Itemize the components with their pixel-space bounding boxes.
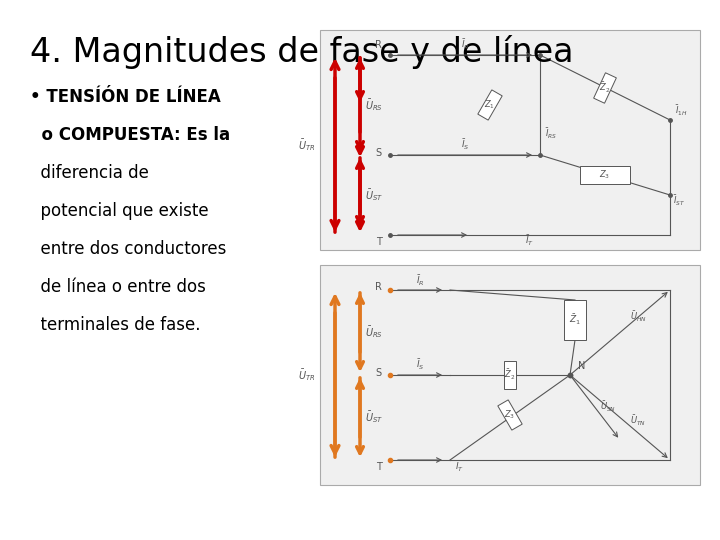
Text: $Z_1$: $Z_1$ <box>485 99 495 111</box>
Bar <box>504 361 516 389</box>
Text: $Z_3$: $Z_3$ <box>599 168 611 181</box>
Text: $\bar{U}_{ST}$: $\bar{U}_{ST}$ <box>365 409 383 426</box>
Text: $\bar{U}_{HN}$: $\bar{U}_{HN}$ <box>629 309 647 323</box>
Text: $\bar{U}_{SN}$: $\bar{U}_{SN}$ <box>600 399 616 414</box>
Text: $\bar{I}_{RS}$: $\bar{I}_{RS}$ <box>545 127 557 141</box>
Text: diferencia de: diferencia de <box>30 164 149 182</box>
Text: $\bar{I}_R$: $\bar{I}_R$ <box>461 38 469 52</box>
Text: entre dos conductores: entre dos conductores <box>30 240 226 258</box>
Text: $\bar{U}_{RS}$: $\bar{U}_{RS}$ <box>365 325 383 340</box>
Text: $\bar{U}_{TN}$: $\bar{U}_{TN}$ <box>630 414 646 429</box>
Text: $\bar{U}_{ST}$: $\bar{U}_{ST}$ <box>365 187 383 203</box>
Text: $\bar{U}_{TR}$: $\bar{U}_{TR}$ <box>297 137 315 153</box>
Text: $\bar{I}_T$: $\bar{I}_T$ <box>526 234 534 248</box>
Text: terminales de fase.: terminales de fase. <box>30 316 200 334</box>
Bar <box>320 265 700 485</box>
Text: $\bar{Z}_2$: $\bar{Z}_2$ <box>505 368 516 382</box>
Text: de línea o entre dos: de línea o entre dos <box>30 278 206 296</box>
Text: 4. Magnitudes de fase y de línea: 4. Magnitudes de fase y de línea <box>30 35 574 69</box>
Bar <box>498 400 522 430</box>
Text: $\bar{I}_T$: $\bar{I}_T$ <box>456 459 464 474</box>
Text: $\bar{Z}_1$: $\bar{Z}_1$ <box>569 313 581 327</box>
Text: $\bar{Z}_2$: $\bar{Z}_2$ <box>600 81 611 95</box>
Text: R: R <box>375 40 382 50</box>
Text: S: S <box>376 148 382 158</box>
Text: $\bar{I}_S$: $\bar{I}_S$ <box>461 138 469 152</box>
Bar <box>564 300 586 340</box>
Bar <box>478 90 502 120</box>
Text: T: T <box>376 237 382 247</box>
Text: $\bar{U}_{TR}$: $\bar{U}_{TR}$ <box>297 367 315 383</box>
Text: $\bar{I}_R$: $\bar{I}_R$ <box>415 273 424 287</box>
Text: T: T <box>376 462 382 472</box>
Text: • TENSÍÓN DE LÍNEA: • TENSÍÓN DE LÍNEA <box>30 88 221 106</box>
Text: S: S <box>376 368 382 378</box>
Text: $Z_3$: $Z_3$ <box>505 409 516 421</box>
Bar <box>320 30 700 250</box>
Bar <box>580 166 630 184</box>
Text: potencial que existe: potencial que existe <box>30 202 209 220</box>
Text: o COMPUESTA: Es la: o COMPUESTA: Es la <box>30 126 230 144</box>
Text: R: R <box>375 282 382 292</box>
Bar <box>594 73 616 103</box>
Text: N: N <box>578 361 585 371</box>
Text: $\bar{I}_S$: $\bar{I}_S$ <box>415 358 424 373</box>
Text: $\bar{I}_{ST}$: $\bar{I}_{ST}$ <box>673 194 685 208</box>
Text: $\bar{I}_{1H}$: $\bar{I}_{1H}$ <box>675 104 688 118</box>
Text: $\bar{U}_{RS}$: $\bar{U}_{RS}$ <box>365 97 383 113</box>
